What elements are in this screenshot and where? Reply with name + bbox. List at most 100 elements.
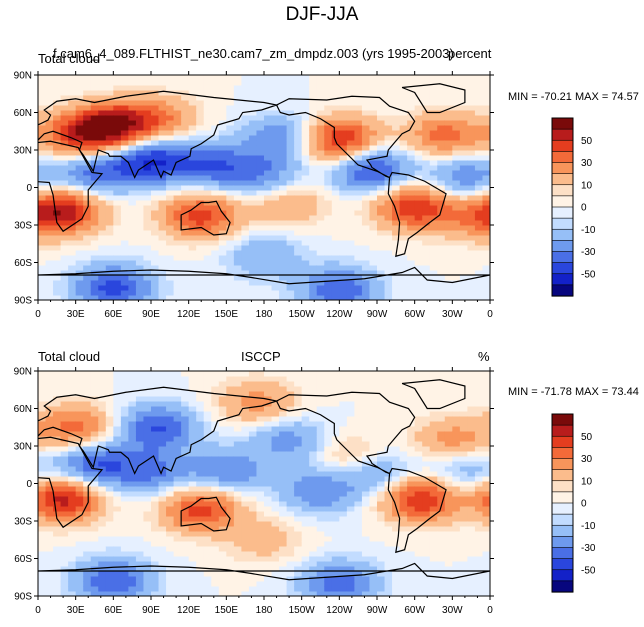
- field-cell: [90, 531, 99, 537]
- y-tick-label: 30N: [14, 146, 32, 157]
- field-cell: [233, 591, 242, 596]
- field-cell: [331, 260, 340, 266]
- field-cell: [256, 481, 265, 487]
- field-cell: [467, 115, 476, 121]
- field-cell: [181, 180, 190, 186]
- field-cell: [294, 431, 303, 437]
- field-cell: [113, 481, 122, 487]
- field-cell: [38, 511, 47, 517]
- field-cell: [120, 571, 129, 577]
- field-cell: [256, 451, 265, 457]
- field-cell: [53, 401, 62, 407]
- field-cell: [399, 205, 408, 211]
- field-cell: [384, 270, 393, 276]
- field-cell: [151, 471, 160, 477]
- field-cell: [452, 260, 461, 266]
- field-cell: [203, 150, 212, 156]
- field-cell: [264, 255, 273, 261]
- field-cell: [271, 506, 280, 512]
- field-cell: [98, 110, 107, 116]
- field-cell: [143, 205, 152, 211]
- field-cell: [407, 160, 416, 166]
- field-cell: [120, 85, 129, 91]
- field-cell: [113, 285, 122, 291]
- field-cell: [392, 446, 401, 452]
- field-cell: [203, 190, 212, 196]
- field-cell: [241, 130, 250, 136]
- field-cell: [331, 486, 340, 492]
- field-cell: [339, 295, 348, 300]
- field-cell: [294, 406, 303, 412]
- field-cell: [354, 391, 363, 397]
- field-cell: [399, 285, 408, 291]
- variable-label: Total cloud: [38, 349, 101, 364]
- field-cell: [105, 441, 114, 447]
- field-cell: [38, 140, 47, 146]
- field-cell: [286, 406, 295, 412]
- field-cell: [38, 421, 47, 427]
- field-cell: [279, 270, 288, 276]
- field-cell: [452, 160, 461, 166]
- field-cell: [158, 205, 167, 211]
- field-cell: [422, 220, 431, 226]
- field-cell: [98, 250, 107, 256]
- field-cell: [286, 436, 295, 442]
- field-cell: [53, 491, 62, 497]
- field-cell: [324, 170, 333, 176]
- field-cell: [414, 240, 423, 246]
- field-cell: [218, 265, 227, 271]
- field-cell: [188, 115, 197, 121]
- field-cell: [279, 371, 288, 377]
- field-cell: [459, 150, 468, 156]
- field-cell: [226, 100, 235, 106]
- field-cell: [53, 155, 62, 161]
- field-cell: [407, 105, 416, 111]
- field-cell: [316, 526, 325, 532]
- field-cell: [135, 536, 144, 542]
- field-cell: [188, 190, 197, 196]
- field-cell: [271, 376, 280, 382]
- field-cell: [248, 100, 257, 106]
- field-cell: [158, 200, 167, 206]
- field-cell: [128, 441, 137, 447]
- field-cell: [38, 441, 47, 447]
- field-cell: [211, 486, 220, 492]
- field-cell: [309, 130, 318, 136]
- field-cell: [422, 160, 431, 166]
- field-cell: [211, 235, 220, 241]
- field-cell: [135, 280, 144, 286]
- field-cell: [158, 371, 167, 377]
- field-cell: [429, 95, 438, 101]
- field-cell: [482, 140, 490, 146]
- field-cell: [196, 155, 205, 161]
- field-cell: [339, 145, 348, 151]
- field-cell: [181, 120, 190, 126]
- field-cell: [113, 115, 122, 121]
- field-cell: [151, 200, 160, 206]
- field-cell: [158, 481, 167, 487]
- field-cell: [369, 150, 378, 156]
- field-cell: [301, 230, 310, 236]
- field-cell: [226, 260, 235, 266]
- field-cell: [324, 295, 333, 300]
- field-cell: [83, 516, 92, 522]
- field-cell: [143, 260, 152, 266]
- field-cell: [188, 466, 197, 472]
- field-cell: [75, 436, 84, 442]
- field-cell: [45, 145, 54, 151]
- field-cell: [309, 230, 318, 236]
- field-cell: [324, 75, 333, 81]
- field-cell: [256, 551, 265, 557]
- field-cell: [113, 75, 122, 81]
- field-cell: [279, 255, 288, 261]
- field-cell: [128, 411, 137, 417]
- field-cell: [60, 451, 69, 457]
- field-cell: [331, 215, 340, 221]
- field-cell: [316, 441, 325, 447]
- field-cell: [324, 381, 333, 387]
- field-cell: [203, 396, 212, 402]
- field-cell: [264, 170, 273, 176]
- field-cell: [181, 461, 190, 467]
- field-cell: [331, 481, 340, 487]
- field-cell: [279, 105, 288, 111]
